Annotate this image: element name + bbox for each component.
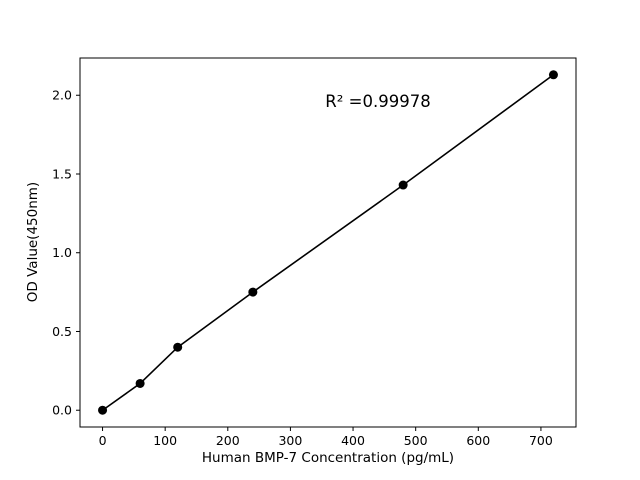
x-tick-label: 700 — [529, 433, 553, 448]
data-point — [248, 287, 258, 297]
x-tick-label: 0 — [99, 433, 107, 448]
y-tick-label: 1.5 — [52, 166, 72, 181]
y-tick-label: 1.0 — [52, 245, 72, 260]
x-tick-label: 300 — [278, 433, 302, 448]
x-tick-label: 200 — [216, 433, 240, 448]
x-axis-label: Human BMP-7 Concentration (pg/mL) — [201, 450, 455, 466]
x-tick-label: 500 — [404, 433, 428, 448]
fit-line — [102, 74, 554, 411]
axes-frame — [79, 57, 577, 428]
y-tick-label: 0.5 — [52, 324, 72, 339]
y-tick-label: 0.0 — [52, 403, 72, 418]
x-tick-label: 100 — [153, 433, 177, 448]
y-axis-label: OD Value(450nm) — [25, 181, 41, 303]
x-tick-label: 600 — [466, 433, 490, 448]
data-point — [398, 180, 408, 190]
data-point — [98, 405, 108, 415]
data-point — [548, 70, 558, 80]
y-tick-label: 2.0 — [52, 88, 72, 103]
data-point — [135, 378, 145, 388]
x-tick-label: 400 — [341, 433, 365, 448]
r-squared-annotation: R² =0.99978 — [325, 92, 431, 111]
data-point — [173, 342, 183, 352]
